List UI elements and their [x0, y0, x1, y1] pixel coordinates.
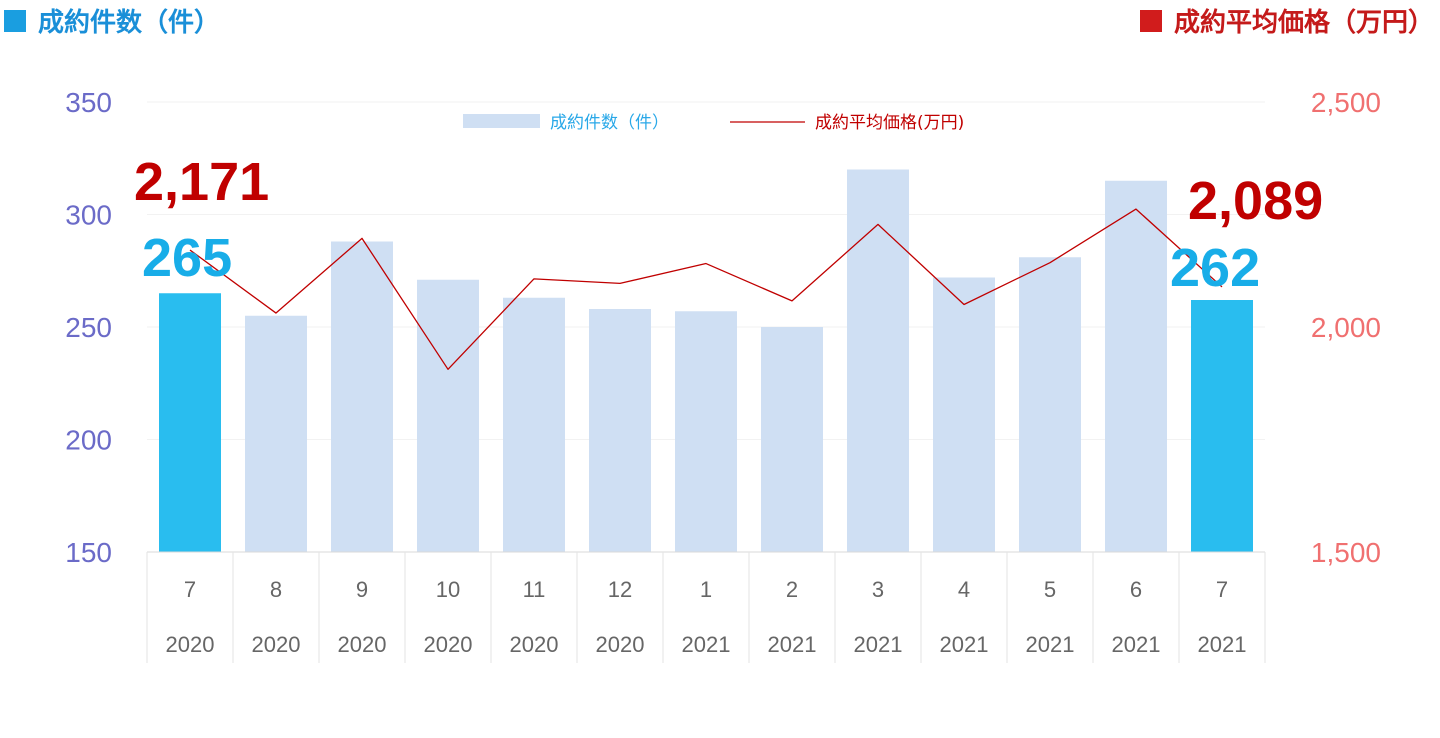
- bar: [761, 327, 823, 552]
- x-tick-year: 2020: [510, 632, 559, 657]
- y-right-tick: 1,500: [1311, 537, 1381, 568]
- y-right-tick: 2,500: [1311, 87, 1381, 118]
- x-tick-year: 2021: [940, 632, 989, 657]
- x-tick-year: 2021: [768, 632, 817, 657]
- bar: [847, 169, 909, 552]
- x-tick-month: 2: [786, 577, 798, 602]
- bar: [933, 277, 995, 552]
- x-tick-year: 2020: [338, 632, 387, 657]
- bar-series: [159, 169, 1253, 552]
- x-tick-year: 2020: [166, 632, 215, 657]
- x-axis: 7 2020 8 2020 9 2020 10 2020 11 2020 12 2020 1 2021 2 2…: [146, 551, 1266, 663]
- x-tick-year: 2020: [424, 632, 473, 657]
- right-axis-title: 成約平均価格（万円）: [1139, 2, 1434, 39]
- x-tick-month: 11: [523, 577, 546, 602]
- right-axis-title-text: 成約平均価格（万円）: [1173, 8, 1434, 38]
- bar: [1019, 257, 1081, 552]
- legend-bar-swatch: [463, 114, 540, 128]
- bar: [1191, 300, 1253, 552]
- y-left-tick: 200: [65, 425, 112, 456]
- x-tick-month: 8: [270, 577, 282, 602]
- x-tick-year: 2021: [1026, 632, 1075, 657]
- left-series-square-icon: [4, 9, 26, 32]
- x-tick-year: 2021: [854, 632, 903, 657]
- x-tick-month: 4: [958, 577, 970, 602]
- right-axis: 2,500 2,000 1,500: [1311, 87, 1381, 568]
- x-tick-month: 3: [872, 577, 884, 602]
- bar: [417, 279, 479, 552]
- x-tick-month: 12: [608, 577, 632, 602]
- legend-bar-label: 成約件数（件）: [550, 113, 669, 133]
- annotation-last-price: 2,089: [1188, 171, 1323, 231]
- annotation-last-count: 262: [1170, 238, 1260, 298]
- x-tick-month: 6: [1130, 577, 1142, 602]
- x-tick-month: 1: [700, 577, 712, 602]
- right-series-square-icon: [1139, 9, 1162, 32]
- x-tick-month: 7: [184, 577, 196, 602]
- legend-line-label: 成約平均価格(万円): [815, 113, 964, 133]
- x-tick-month: 9: [356, 577, 368, 602]
- annotation-first-price: 2,171: [134, 152, 269, 212]
- left-axis: 350 300 250 200 150: [65, 87, 112, 568]
- bar: [159, 293, 221, 552]
- left-axis-title: 成約件数（件）: [4, 2, 220, 39]
- y-left-tick: 150: [65, 537, 112, 568]
- x-tick-month: 5: [1044, 577, 1056, 602]
- x-tick-year: 2021: [682, 632, 731, 657]
- left-axis-title-text: 成約件数（件）: [38, 8, 221, 38]
- x-tick-year: 2021: [1198, 632, 1247, 657]
- bar: [245, 315, 307, 552]
- bar: [503, 297, 565, 552]
- price-line: [189, 208, 1223, 370]
- annotation-first-count: 265: [142, 228, 232, 288]
- bar: [589, 309, 651, 552]
- legend: 成約件数（件） 成約平均価格(万円): [463, 113, 964, 133]
- y-left-tick: 300: [65, 200, 112, 231]
- bar: [1105, 180, 1167, 552]
- x-tick-month: 7: [1216, 577, 1228, 602]
- y-left-tick: 250: [65, 312, 112, 343]
- bar: [331, 241, 393, 552]
- bar: [675, 311, 737, 552]
- x-tick-year: 2020: [252, 632, 301, 657]
- y-left-tick: 350: [65, 87, 112, 118]
- x-tick-year: 2020: [596, 632, 645, 657]
- line-series: [189, 208, 1223, 370]
- x-tick-month: 10: [436, 577, 460, 602]
- y-right-tick: 2,000: [1311, 312, 1381, 343]
- x-tick-year: 2021: [1112, 632, 1161, 657]
